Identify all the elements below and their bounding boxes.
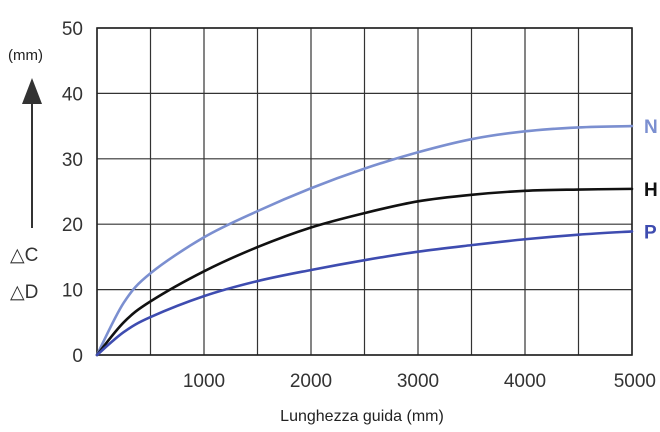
y-axis-symbol-d: △D — [10, 282, 38, 303]
x-tick-label: 2000 — [290, 371, 332, 392]
x-axis-label: Lunghezza guida (mm) — [280, 408, 444, 425]
series-line-h — [95, 187, 634, 357]
series-line-n — [95, 124, 634, 357]
plot-frame — [96, 27, 633, 356]
y-axis-unit: (mm) — [8, 47, 43, 64]
x-tick-label: 3000 — [397, 371, 439, 392]
series-label-n: N — [644, 117, 658, 138]
grid — [96, 27, 633, 356]
y-tick-label: 10 — [62, 281, 83, 302]
y-tick-label: 30 — [62, 150, 83, 171]
y-axis-arrow-icon — [22, 78, 42, 228]
series-lines: N HP — [95, 117, 658, 357]
y-tick-label: 0 — [72, 346, 83, 367]
series-label-h: H — [644, 180, 658, 201]
series-label-p: P — [644, 222, 657, 243]
tick-labels: 0 10 20 30 40 50 1000 2000 3000 4000 5000 — [62, 19, 656, 392]
series-line-p — [95, 230, 634, 357]
x-tick-label: 4000 — [504, 371, 546, 392]
y-tick-label: 20 — [62, 215, 83, 236]
x-tick-label: 5000 — [614, 371, 656, 392]
x-tick-label: 1000 — [183, 371, 225, 392]
y-tick-label: 50 — [62, 19, 83, 40]
y-tick-label: 40 — [62, 84, 83, 105]
y-axis-symbol-c: △C — [10, 245, 38, 266]
